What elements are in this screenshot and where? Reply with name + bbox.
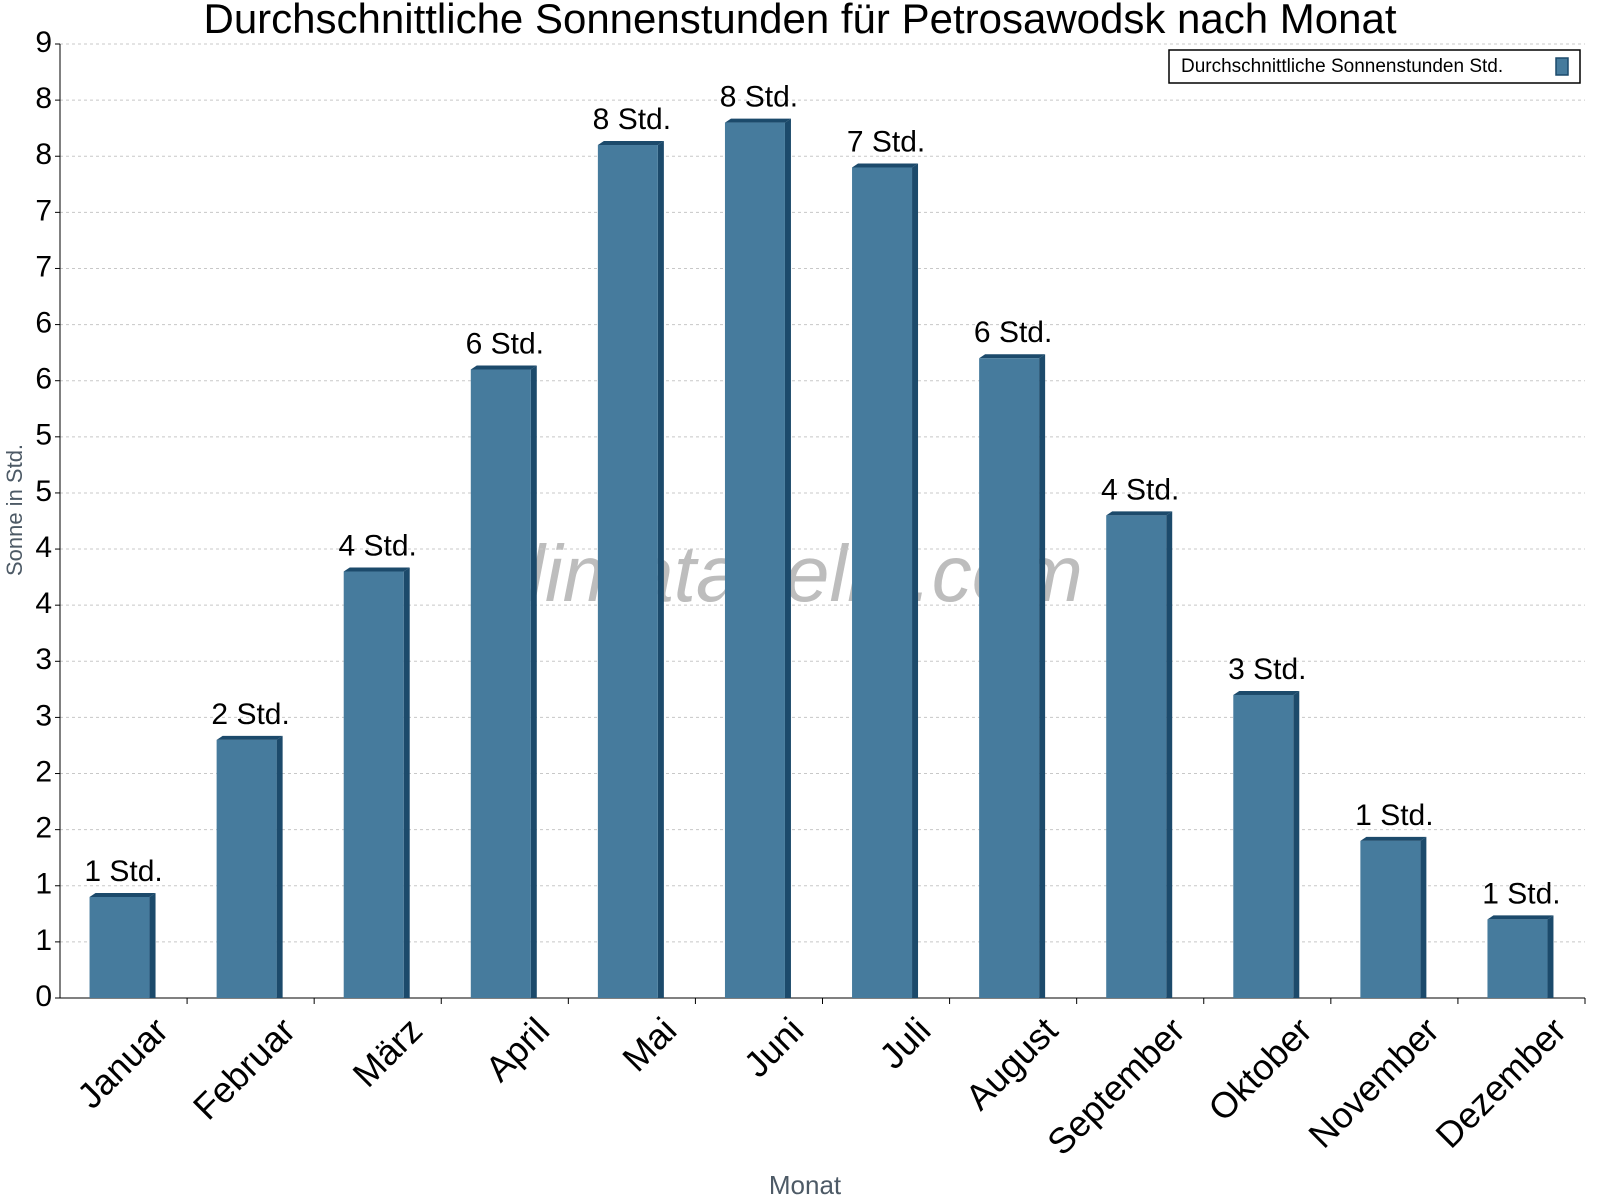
bar xyxy=(852,167,913,999)
chart-title: Durchschnittliche Sonnenstunden für Petr… xyxy=(203,0,1396,42)
y-tick-label: 3 xyxy=(35,643,52,676)
y-tick-label: 8 xyxy=(35,138,52,171)
y-tick-label: 4 xyxy=(35,531,52,564)
y-tick-label: 7 xyxy=(35,250,52,283)
value-label: 6 Std. xyxy=(974,316,1052,349)
y-tick-label: 7 xyxy=(35,194,52,227)
y-tick-label: 2 xyxy=(35,812,52,845)
y-tick-label: 2 xyxy=(35,755,52,788)
value-label: 8 Std. xyxy=(593,103,671,136)
x-axis-label: Monat xyxy=(769,1170,842,1200)
bar xyxy=(1487,919,1548,998)
bar-depth xyxy=(470,365,537,370)
value-label: 1 Std. xyxy=(1482,877,1560,910)
bar xyxy=(1233,694,1294,998)
bar-depth xyxy=(1039,354,1046,999)
bar-depth xyxy=(912,163,919,999)
bar-depth xyxy=(979,354,1046,359)
bar xyxy=(343,571,404,998)
bar-depth xyxy=(276,735,283,998)
y-tick-label: 5 xyxy=(35,419,52,452)
value-label: 1 Std. xyxy=(84,855,162,888)
bar xyxy=(216,739,277,998)
y-tick-label: 8 xyxy=(35,82,52,115)
bar xyxy=(1360,840,1421,998)
bar-depth xyxy=(149,892,156,998)
value-label: 1 Std. xyxy=(1355,799,1433,832)
bar-depth xyxy=(852,163,919,168)
y-tick-label: 4 xyxy=(35,587,52,620)
bar-depth xyxy=(1293,690,1300,998)
bar-depth xyxy=(597,141,664,146)
y-tick-label: 6 xyxy=(35,307,52,340)
value-label: 7 Std. xyxy=(847,125,925,158)
bar xyxy=(1106,515,1167,998)
bar-depth xyxy=(1420,836,1427,998)
bar-depth xyxy=(216,735,283,740)
bar xyxy=(979,358,1040,999)
bar xyxy=(89,896,150,998)
value-label: 3 Std. xyxy=(1228,653,1306,686)
bar-depth xyxy=(89,892,156,897)
bar-depth xyxy=(724,118,791,123)
y-tick-label: 6 xyxy=(35,363,52,396)
bar-depth xyxy=(1360,836,1427,841)
bar xyxy=(597,145,658,998)
legend-swatch xyxy=(1555,57,1569,76)
bar-depth xyxy=(530,365,537,998)
legend-box xyxy=(1168,49,1581,84)
bar-depth xyxy=(343,567,410,572)
bar-depth xyxy=(1487,915,1554,920)
bar-depth xyxy=(657,141,664,998)
bar xyxy=(470,369,531,998)
y-tick-label: 9 xyxy=(35,26,52,59)
y-tick-label: 5 xyxy=(35,475,52,508)
value-label: 6 Std. xyxy=(466,327,544,360)
bar-depth xyxy=(403,567,410,998)
y-axis-label: Sonne in Std. xyxy=(2,444,27,576)
bar-depth xyxy=(1233,690,1300,695)
value-label: 4 Std. xyxy=(1101,473,1179,506)
y-tick-label: 1 xyxy=(35,868,52,901)
y-tick-label: 3 xyxy=(35,699,52,732)
y-tick-label: 1 xyxy=(35,924,52,957)
bar-depth xyxy=(784,118,791,999)
value-label: 4 Std. xyxy=(339,529,417,562)
bar-depth xyxy=(1166,511,1173,998)
bar xyxy=(724,122,785,999)
value-label: 2 Std. xyxy=(211,698,289,731)
bar-depth xyxy=(1106,511,1173,516)
y-tick-label: 0 xyxy=(35,980,52,1013)
value-label: 8 Std. xyxy=(720,80,798,113)
bar-depth xyxy=(1547,915,1554,998)
legend-label: Durchschnittliche Sonnenstunden Std. xyxy=(1181,56,1503,77)
